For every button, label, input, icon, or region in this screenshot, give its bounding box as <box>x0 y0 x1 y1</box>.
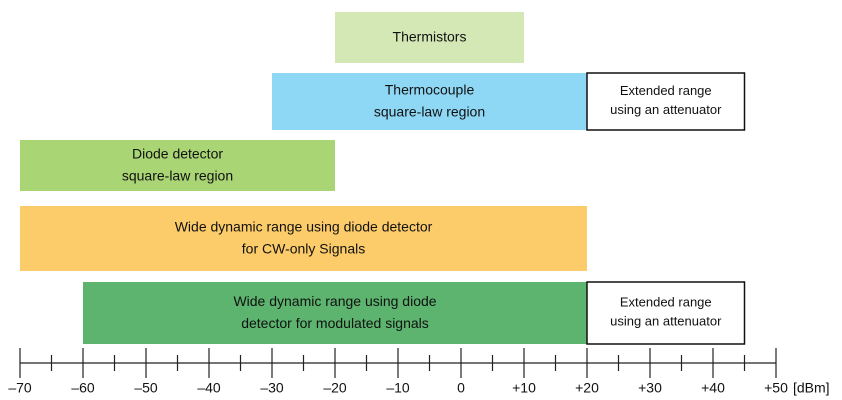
x-tick-label: 0 <box>457 380 465 396</box>
bar-label: Thermistors <box>393 28 467 44</box>
bar-label: Extended range using an attenuator <box>610 83 722 117</box>
range-bar <box>20 206 587 271</box>
bar-label: Extended range using an attenuator <box>610 295 722 329</box>
bar-label-line: Thermistors <box>393 28 467 44</box>
x-tick-label: –20 <box>323 380 347 396</box>
x-tick-label: –40 <box>197 380 221 396</box>
x-tick-label: +50 <box>764 380 788 396</box>
x-tick-label: –50 <box>134 380 158 396</box>
x-tick-label: +30 <box>638 380 662 396</box>
range-bar <box>335 12 524 63</box>
bar-label-line: Diode detector <box>132 145 223 161</box>
bar-label-line: Thermocouple <box>385 81 475 97</box>
bar-label-line: Wide dynamic range using diode <box>233 293 436 309</box>
x-tick-label: +20 <box>575 380 599 396</box>
range-bar <box>20 140 335 191</box>
bar-label-line: Extended range <box>620 295 712 310</box>
bar-label: Thermocouple square-law region <box>374 81 485 119</box>
range-bar <box>586 281 746 345</box>
range-bar <box>586 72 746 131</box>
bar-label: Diode detector square-law region <box>122 145 233 183</box>
x-tick-label: +40 <box>701 380 725 396</box>
x-tick-label: –70 <box>8 380 32 396</box>
x-tick-label: –30 <box>260 380 284 396</box>
bar-label: Wide dynamic range using diode detector f… <box>175 218 433 256</box>
bar-label-line: using an attenuator <box>610 314 722 329</box>
x-tick-label: –10 <box>386 380 410 396</box>
range-bar <box>83 282 587 344</box>
x-tick-label: –60 <box>71 380 95 396</box>
bar-label-line: square-law region <box>122 167 233 183</box>
bar-label-line: detector for modulated signals <box>241 315 429 331</box>
x-axis-label: [dBm] <box>793 380 830 396</box>
bar-label-line: Extended range <box>620 83 712 98</box>
bar-label: Wide dynamic range using diode detector f… <box>233 293 436 331</box>
bar-label-line: square-law region <box>374 103 485 119</box>
bar-label-line: for CW-only Signals <box>242 240 365 256</box>
range-bar <box>272 73 587 130</box>
bar-label-line: Wide dynamic range using diode detector <box>175 218 433 234</box>
bar-label-line: using an attenuator <box>610 102 722 117</box>
x-tick-label: +10 <box>512 380 536 396</box>
